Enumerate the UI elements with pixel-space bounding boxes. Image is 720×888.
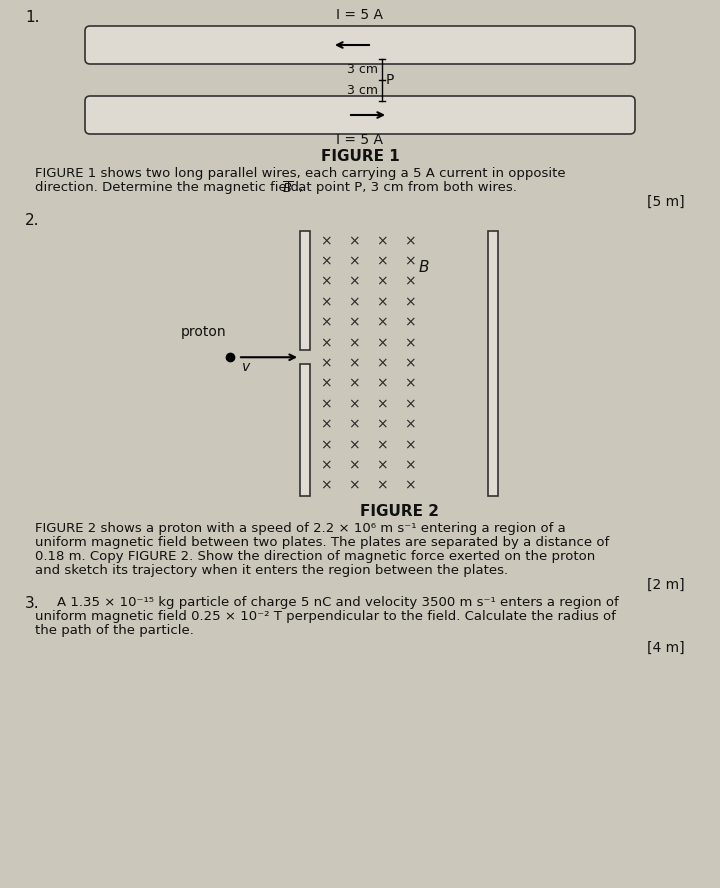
Text: ×: × xyxy=(376,336,388,350)
Text: [2 m]: [2 m] xyxy=(647,578,685,592)
Text: ×: × xyxy=(376,458,388,472)
Text: ×: × xyxy=(376,254,388,268)
Text: ×: × xyxy=(404,438,416,452)
Text: FIGURE 2 shows a proton with a speed of 2.2 × 10⁶ m s⁻¹ entering a region of a: FIGURE 2 shows a proton with a speed of … xyxy=(35,522,566,535)
Text: ×: × xyxy=(376,295,388,309)
Text: ×: × xyxy=(376,274,388,289)
Text: 2.: 2. xyxy=(25,213,40,228)
Bar xyxy=(488,231,498,496)
Text: [5 m]: [5 m] xyxy=(647,195,685,209)
Text: ×: × xyxy=(320,274,332,289)
Text: ×: × xyxy=(348,234,360,248)
Text: [4 m]: [4 m] xyxy=(647,641,685,655)
Text: ×: × xyxy=(348,438,360,452)
Text: the path of the particle.: the path of the particle. xyxy=(35,624,194,637)
Text: direction. Determine the magnetic field,: direction. Determine the magnetic field, xyxy=(35,181,307,194)
Text: ×: × xyxy=(404,336,416,350)
Text: $\mathit{B}$: $\mathit{B}$ xyxy=(418,259,430,275)
Text: ×: × xyxy=(320,356,332,370)
Text: ×: × xyxy=(404,254,416,268)
FancyBboxPatch shape xyxy=(85,26,635,64)
Text: ×: × xyxy=(320,397,332,411)
Text: ×: × xyxy=(320,336,332,350)
Text: ×: × xyxy=(348,295,360,309)
Text: FIGURE 1: FIGURE 1 xyxy=(320,149,400,164)
Text: ×: × xyxy=(348,397,360,411)
Bar xyxy=(300,364,310,496)
Text: ×: × xyxy=(404,377,416,391)
Text: ×: × xyxy=(404,397,416,411)
Text: ×: × xyxy=(404,295,416,309)
Text: ×: × xyxy=(348,479,360,493)
Text: ×: × xyxy=(348,274,360,289)
Text: ×: × xyxy=(376,397,388,411)
Text: ×: × xyxy=(404,234,416,248)
Text: ×: × xyxy=(348,458,360,472)
Text: and sketch its trajectory when it enters the region between the plates.: and sketch its trajectory when it enters… xyxy=(35,564,508,577)
Text: ×: × xyxy=(404,356,416,370)
Text: ×: × xyxy=(404,479,416,493)
Text: ×: × xyxy=(348,377,360,391)
Text: ×: × xyxy=(376,417,388,432)
Text: ×: × xyxy=(320,438,332,452)
Text: ×: × xyxy=(376,356,388,370)
Text: ×: × xyxy=(376,234,388,248)
Text: ×: × xyxy=(376,377,388,391)
Text: ×: × xyxy=(404,315,416,329)
Text: 3 cm: 3 cm xyxy=(347,63,378,76)
Text: ×: × xyxy=(404,274,416,289)
Text: FIGURE 1 shows two long parallel wires, each carrying a 5 A current in opposite: FIGURE 1 shows two long parallel wires, … xyxy=(35,167,566,180)
Text: ×: × xyxy=(320,234,332,248)
FancyBboxPatch shape xyxy=(85,96,635,134)
Text: ×: × xyxy=(320,295,332,309)
Text: ×: × xyxy=(348,356,360,370)
Text: v: v xyxy=(242,361,251,374)
Text: P: P xyxy=(386,73,395,87)
Text: at point P, 3 cm from both wires.: at point P, 3 cm from both wires. xyxy=(294,181,517,194)
Text: ×: × xyxy=(376,438,388,452)
Text: ×: × xyxy=(320,315,332,329)
Text: ×: × xyxy=(320,458,332,472)
Text: FIGURE 2: FIGURE 2 xyxy=(359,504,438,519)
Bar xyxy=(300,231,310,350)
Text: proton: proton xyxy=(181,325,226,339)
Text: 3 cm: 3 cm xyxy=(347,84,378,97)
Text: ×: × xyxy=(404,417,416,432)
Text: 0.18 m. Copy FIGURE 2. Show the direction of magnetic force exerted on the proto: 0.18 m. Copy FIGURE 2. Show the directio… xyxy=(35,550,595,563)
Text: ×: × xyxy=(404,458,416,472)
Text: I = 5 A: I = 5 A xyxy=(336,8,384,22)
Text: ×: × xyxy=(376,315,388,329)
Text: ×: × xyxy=(320,417,332,432)
Text: ×: × xyxy=(376,479,388,493)
Text: uniform magnetic field 0.25 × 10⁻² T perpendicular to the field. Calculate the r: uniform magnetic field 0.25 × 10⁻² T per… xyxy=(35,610,616,623)
Text: A 1.35 × 10⁻¹⁵ kg particle of charge 5 nC and velocity 3500 m s⁻¹ enters a regio: A 1.35 × 10⁻¹⁵ kg particle of charge 5 n… xyxy=(57,596,618,609)
Text: I = 5 A: I = 5 A xyxy=(336,133,384,147)
Text: 1.: 1. xyxy=(25,10,40,25)
Text: ×: × xyxy=(320,479,332,493)
Text: ×: × xyxy=(348,417,360,432)
Text: ×: × xyxy=(320,377,332,391)
Text: ×: × xyxy=(320,254,332,268)
Text: 3.: 3. xyxy=(25,596,40,611)
Text: ×: × xyxy=(348,254,360,268)
Text: uniform magnetic field between two plates. The plates are separated by a distanc: uniform magnetic field between two plate… xyxy=(35,536,609,549)
Text: ×: × xyxy=(348,336,360,350)
Text: $\overline{B}$: $\overline{B}$ xyxy=(282,181,293,196)
Text: ×: × xyxy=(348,315,360,329)
